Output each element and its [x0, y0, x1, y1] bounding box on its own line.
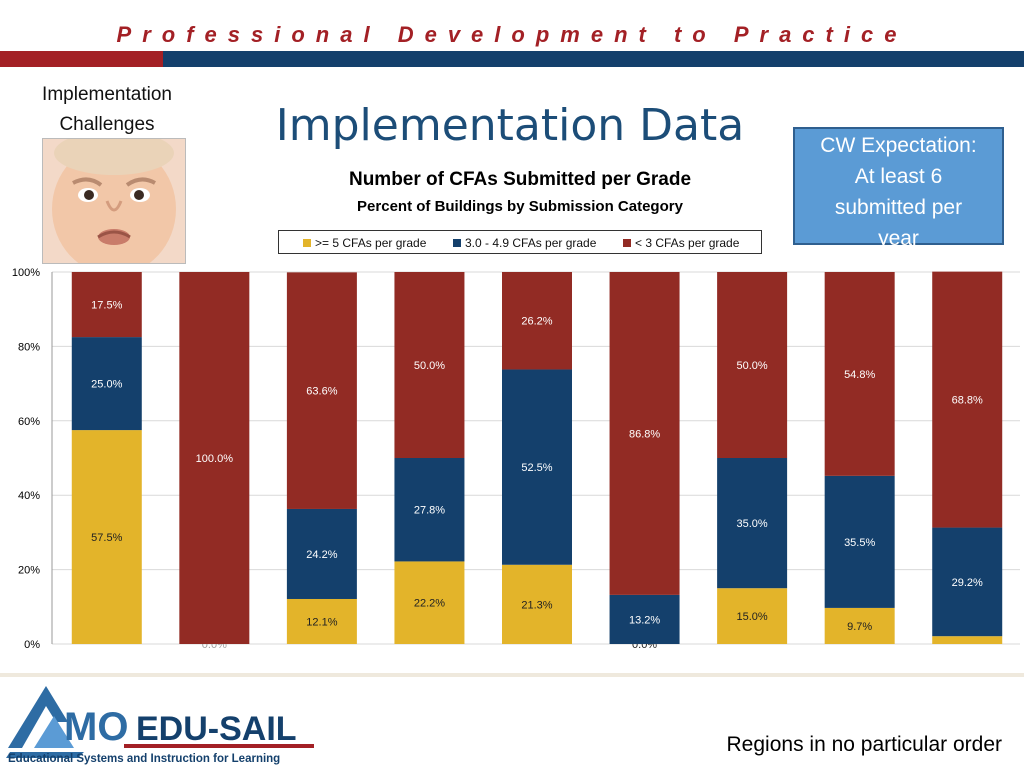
y-tick-label: 40% — [18, 490, 40, 502]
data-label: 17.5% — [91, 300, 122, 312]
y-tick-label: 0% — [24, 639, 40, 651]
chart-title: Number of CFAs Submitted per Grade — [348, 169, 692, 190]
legend-label-lt3: < 3 CFAs per grade — [635, 236, 740, 250]
bar-segment — [502, 564, 572, 644]
legend-swatch-lt3 — [623, 239, 631, 247]
bar-segment — [286, 598, 357, 644]
y-tick-label: 80% — [18, 341, 40, 353]
data-label: 24.2% — [306, 549, 337, 561]
y-tick-label: 60% — [18, 416, 40, 428]
logo-mo-text: MO — [64, 705, 128, 749]
y-tick-label: 20% — [18, 565, 40, 577]
bar-segment — [286, 272, 357, 509]
stacked-bar-chart: 0%20%40%60%80%100%57.5%25.0%17.5%0.0%100… — [12, 267, 1020, 651]
bar-segment — [824, 475, 895, 608]
data-label: 15.0% — [737, 611, 768, 623]
data-label: 63.6% — [306, 386, 337, 398]
banner-bar-right — [163, 51, 1024, 67]
bar-segment — [717, 272, 788, 458]
data-label: 50.0% — [414, 360, 445, 372]
legend-label-3to49: 3.0 - 4.9 CFAs per grade — [465, 236, 597, 250]
data-label: 25.0% — [91, 379, 122, 391]
bar-segment — [609, 272, 680, 595]
data-label: 21.3% — [521, 599, 552, 611]
bar-segment — [71, 430, 142, 644]
data-label: 35.0% — [737, 518, 768, 530]
data-label: 27.8% — [414, 505, 445, 517]
regions-note: Regions in no particular order — [726, 733, 1002, 756]
bar-segment — [717, 458, 788, 589]
bar-segment — [71, 272, 142, 338]
bar-segment — [502, 369, 572, 565]
bar-segment — [394, 458, 465, 562]
bar-segment — [717, 588, 788, 644]
label-line-1: Implementation — [42, 84, 172, 105]
data-label: 12.1% — [306, 616, 337, 628]
bar-segment — [824, 272, 895, 476]
banner-bar-left — [0, 51, 163, 67]
data-label: 54.8% — [844, 369, 875, 381]
frowning-baby-photo — [42, 138, 186, 264]
bar-segment — [609, 594, 680, 644]
bar-segment — [932, 271, 1003, 528]
legend-swatch-3to49 — [453, 239, 461, 247]
bar-segment — [824, 607, 895, 644]
bar-segment — [932, 636, 1003, 644]
expectation-line-2: At least 6 — [854, 165, 943, 188]
bar-segment — [286, 508, 357, 599]
legend-swatch-ge5 — [303, 239, 311, 247]
banner-title: Professional Development to Practice — [116, 22, 908, 47]
bar-segment — [394, 561, 465, 644]
data-label: 9.7% — [847, 621, 872, 633]
label-line-2: Challenges — [59, 114, 155, 135]
chart-legend: >= 5 CFAs per grade 3.0 - 4.9 CFAs per g… — [278, 230, 762, 254]
data-label: 26.2% — [521, 316, 552, 328]
data-label: 29.2% — [952, 577, 983, 589]
implementation-challenges-label: Implementation Challenges — [14, 80, 200, 140]
chart-subtitle: Percent of Buildings by Submission Categ… — [357, 198, 683, 215]
data-label: 57.5% — [91, 532, 122, 544]
legend-item-3to49: 3.0 - 4.9 CFAs per grade — [453, 236, 596, 250]
expectation-callout: CW Expectation: At least 6 submitted per… — [793, 127, 1004, 250]
data-label: 50.0% — [737, 360, 768, 372]
legend-label-ge5: >= 5 CFAs per grade — [315, 236, 427, 250]
legend-item-ge5: >= 5 CFAs per grade — [303, 236, 426, 250]
page-title: Implementation Data — [275, 100, 745, 151]
bar-segment — [932, 527, 1003, 637]
bar-segment — [394, 272, 465, 458]
data-label: 22.2% — [414, 598, 445, 610]
expectation-line-3: submitted per — [834, 196, 963, 219]
logo-tagline: Educational Systems and Instruction for … — [8, 753, 280, 765]
footer-divider — [0, 673, 1024, 677]
data-label: 86.8% — [629, 428, 660, 440]
data-label: 52.5% — [521, 462, 552, 474]
bar-segment — [179, 272, 250, 644]
legend-item-lt3: < 3 CFAs per grade — [623, 236, 739, 250]
y-tick-label: 100% — [12, 267, 40, 279]
data-label: 100.0% — [196, 453, 234, 465]
expectation-line-4: year — [878, 227, 919, 250]
bar-segment — [502, 272, 572, 370]
logo-edu-sail-text: EDU-SAIL — [136, 710, 297, 748]
data-label: 13.2% — [629, 614, 660, 626]
data-label: 35.5% — [844, 537, 875, 549]
mo-edu-sail-logo: MO EDU-SAIL Educational Systems and Inst… — [6, 686, 314, 765]
data-label: 68.8% — [952, 395, 983, 407]
bar-segment — [71, 337, 142, 431]
expectation-line-1: CW Expectation: — [820, 134, 977, 157]
